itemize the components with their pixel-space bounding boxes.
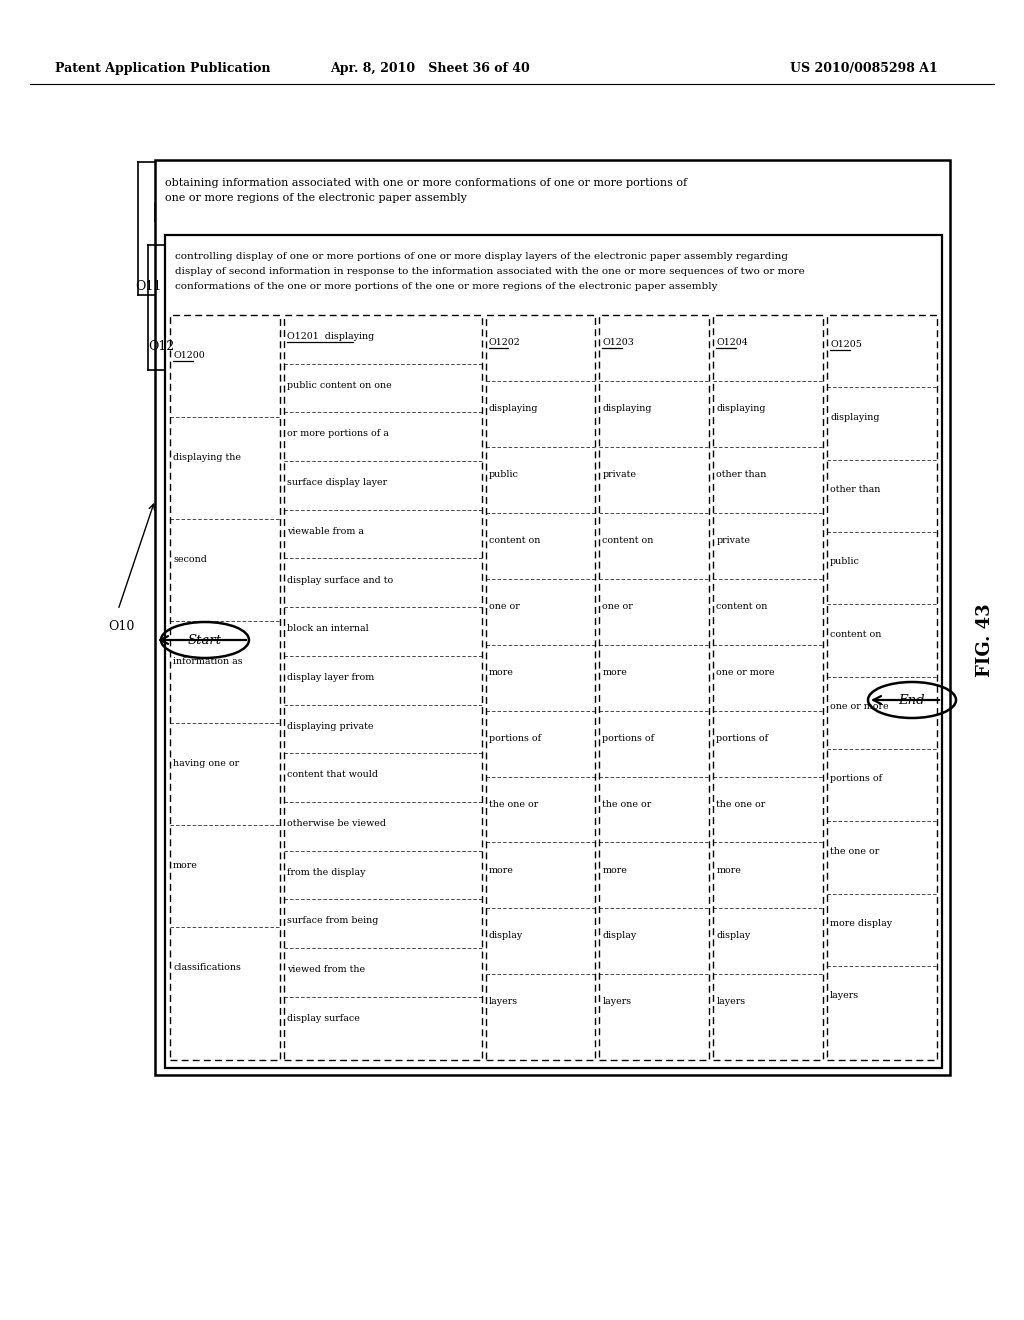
Text: content on: content on — [717, 602, 768, 611]
Text: O10: O10 — [108, 620, 134, 634]
Text: the one or: the one or — [717, 800, 766, 809]
Text: O1201  displaying: O1201 displaying — [287, 333, 374, 341]
Text: layers: layers — [602, 998, 632, 1006]
Text: one or: one or — [602, 602, 633, 611]
Text: Apr. 8, 2010   Sheet 36 of 40: Apr. 8, 2010 Sheet 36 of 40 — [330, 62, 529, 75]
Text: surface display layer: surface display layer — [287, 478, 387, 487]
Text: layers: layers — [488, 998, 518, 1006]
Text: public: public — [488, 470, 518, 479]
Text: other than: other than — [717, 470, 767, 479]
Text: otherwise be viewed: otherwise be viewed — [287, 818, 386, 828]
Text: more: more — [602, 668, 628, 677]
Text: portions of: portions of — [830, 775, 883, 783]
Text: Start: Start — [188, 634, 222, 647]
Text: portions of: portions of — [717, 734, 768, 743]
Bar — [714, 315, 823, 1060]
Text: layers: layers — [830, 991, 859, 1001]
Text: more: more — [717, 866, 741, 875]
Text: display surface: display surface — [287, 1014, 359, 1023]
Text: O1202: O1202 — [488, 338, 520, 347]
Text: O12: O12 — [148, 341, 174, 352]
Text: viewed from the: viewed from the — [287, 965, 365, 974]
Text: private: private — [602, 470, 637, 479]
Text: displaying: displaying — [830, 413, 880, 421]
Text: more display: more display — [830, 919, 892, 928]
Text: public content on one: public content on one — [287, 380, 391, 389]
Text: display layer from: display layer from — [287, 673, 374, 682]
Text: information as: information as — [173, 657, 243, 665]
Text: one or more: one or more — [717, 668, 775, 677]
Text: one or more: one or more — [830, 702, 889, 711]
Text: display of second information in response to the information associated with the: display of second information in respons… — [175, 267, 805, 276]
Text: more: more — [173, 861, 198, 870]
Text: displaying the: displaying the — [173, 453, 241, 462]
Text: the one or: the one or — [830, 846, 880, 855]
Text: more: more — [488, 866, 513, 875]
Text: US 2010/0085298 A1: US 2010/0085298 A1 — [790, 62, 938, 75]
Text: displaying private: displaying private — [287, 722, 374, 730]
Text: displaying: displaying — [488, 404, 538, 413]
Text: public: public — [830, 557, 860, 566]
Bar — [165, 235, 942, 1068]
Text: the one or: the one or — [602, 800, 651, 809]
Text: Patent Application Publication: Patent Application Publication — [55, 62, 270, 75]
Text: FIG. 43: FIG. 43 — [976, 603, 994, 677]
Text: O1205: O1205 — [830, 341, 862, 350]
Text: obtaining information associated with one or more conformations of one or more p: obtaining information associated with on… — [165, 178, 687, 187]
Text: surface from being: surface from being — [287, 916, 378, 925]
Text: displaying: displaying — [717, 404, 766, 413]
Text: controlling display of one or more portions of one or more display layers of the: controlling display of one or more porti… — [175, 252, 788, 261]
Text: more: more — [488, 668, 513, 677]
Bar — [599, 315, 710, 1060]
Bar — [827, 315, 937, 1060]
Text: portions of: portions of — [488, 734, 541, 743]
Text: the one or: the one or — [488, 800, 538, 809]
Text: content on: content on — [830, 630, 882, 639]
Text: content that would: content that would — [287, 771, 378, 779]
Text: from the display: from the display — [287, 867, 366, 876]
Text: display: display — [488, 932, 523, 940]
Text: viewable from a: viewable from a — [287, 527, 364, 536]
Text: more: more — [602, 866, 628, 875]
Bar — [155, 160, 950, 1074]
Text: display surface and to: display surface and to — [287, 576, 393, 585]
Text: O11: O11 — [135, 280, 162, 293]
Text: content on: content on — [488, 536, 540, 545]
Text: one or: one or — [488, 602, 519, 611]
Text: second: second — [173, 554, 207, 564]
Text: End: End — [899, 693, 926, 706]
Bar — [170, 315, 280, 1060]
Text: block an internal: block an internal — [287, 624, 369, 634]
Text: O1203: O1203 — [602, 338, 634, 347]
Text: O1204: O1204 — [717, 338, 749, 347]
Text: classifications: classifications — [173, 964, 241, 972]
Text: one or more regions of the electronic paper assembly: one or more regions of the electronic pa… — [165, 193, 467, 203]
Text: or more portions of a: or more portions of a — [287, 429, 389, 438]
Text: O1200: O1200 — [173, 351, 205, 360]
Text: having one or: having one or — [173, 759, 240, 768]
Text: private: private — [717, 536, 751, 545]
Text: other than: other than — [830, 484, 881, 494]
Bar — [284, 315, 481, 1060]
Bar — [485, 315, 595, 1060]
Text: conformations of the one or more portions of the one or more regions of the elec: conformations of the one or more portion… — [175, 282, 718, 290]
Text: display: display — [717, 932, 751, 940]
Text: displaying: displaying — [602, 404, 652, 413]
Text: portions of: portions of — [602, 734, 654, 743]
Text: content on: content on — [602, 536, 653, 545]
Text: layers: layers — [717, 998, 745, 1006]
Text: display: display — [602, 932, 637, 940]
